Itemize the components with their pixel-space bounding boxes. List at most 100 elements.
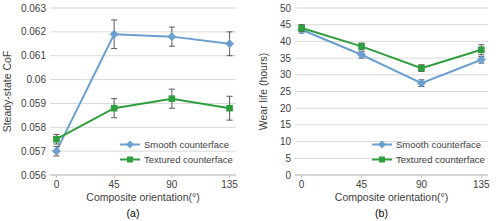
grid-line [295,8,488,9]
chart: 0.0560.0570.0580.0590.060.0610.0620.0630… [1,3,238,220]
marker [168,32,176,40]
y-tick-label: 30 [280,69,292,80]
error-bar [111,99,117,118]
marker [169,95,176,102]
series-line [56,99,229,140]
marker [418,65,425,72]
legend-label: Textured counterface [396,154,485,165]
grid-line [295,74,488,75]
caption: (b) [375,207,388,219]
legend: Smooth counterface Textured counterface [120,139,233,165]
y-tick-label: 0.056 [21,170,46,181]
error-bar [418,65,424,72]
marker [358,43,365,50]
y-tick-label: 50 [280,3,292,14]
y-tick-label: 0.062 [21,26,46,37]
x-tick-label: 0 [54,179,60,190]
y-tick-label: 0 [285,170,291,181]
point [357,51,365,59]
y-tick-label: 5 [285,153,291,164]
legend-marker [127,157,133,163]
marker [297,26,305,34]
x-tick-label: 135 [473,179,490,190]
y-tick-label: 0.058 [21,122,46,133]
point [53,136,60,143]
point [358,43,365,50]
grid-line [295,24,488,25]
legend-marker [378,141,386,149]
x-axis-title: Composite orientation(°) [86,191,199,203]
x-tick [229,175,230,178]
point [168,32,176,40]
point [418,65,425,72]
series-line [302,28,482,68]
grid-line [295,175,488,176]
y-tick-label: 25 [280,86,292,97]
marker [477,56,485,64]
series-line [56,34,229,151]
x-tick-label: 90 [166,179,178,190]
y-tick-label: 45 [280,19,292,30]
y-tick-label: 0.061 [21,50,46,61]
marker [52,147,60,155]
x-tick [421,175,422,178]
grid-line [295,41,488,42]
grid-line [295,108,488,109]
error-bar [227,96,233,120]
point [298,25,305,32]
point [226,105,233,112]
marker [298,25,305,32]
point [225,40,233,48]
point [169,95,176,102]
figure: 0.0560.0570.0580.0590.060.0610.0620.0630… [0,0,500,221]
grid-line [295,91,488,92]
grid-line [50,55,236,56]
point [111,105,118,112]
error-bar [53,134,59,144]
x-axis-line [295,175,488,176]
grid-line [50,31,236,32]
marker [111,105,118,112]
y-tick-label: 40 [280,36,292,47]
x-tick [114,175,115,178]
chart: 0510152025303540455004590135Composite or… [257,3,490,220]
marker [357,51,365,59]
x-tick [481,175,482,178]
point [110,30,118,38]
y-tick-label: 15 [280,119,292,130]
marker [53,136,60,143]
legend-marker [126,141,134,149]
legend-label: Textured counterface [144,154,233,165]
legend-label: Smooth counterface [396,139,481,150]
x-tick-label: 45 [109,179,121,190]
point [52,147,60,155]
x-tick-label: 45 [356,179,368,190]
x-tick-label: 90 [416,179,428,190]
y-axis-title: Wear life (hours) [257,53,269,130]
x-axis-line [50,175,236,176]
caption: (a) [127,207,140,219]
legend-marker [379,157,385,163]
marker [478,46,485,53]
point [417,79,425,87]
y-tick-label: 10 [280,136,292,147]
x-axis-title: Composite orientation(°) [335,191,448,203]
y-tick-label: 0.059 [21,98,46,109]
error-bar [359,43,365,50]
grid-line [295,124,488,125]
point [297,26,305,34]
legend: Smooth counterface Textured counterface [372,139,485,165]
marker [110,30,118,38]
x-tick-label: 135 [221,179,238,190]
y-tick-label: 20 [280,103,292,114]
grid-line [50,8,236,9]
y-tick-label: 0.063 [21,3,46,14]
error-bar [478,45,484,55]
grid-line [50,151,236,152]
grid-line [50,175,236,176]
marker [226,105,233,112]
error-bar [169,89,175,108]
legend-label: Smooth counterface [144,139,229,150]
y-tick-label: 0.06 [27,74,47,85]
grid-line [50,79,236,80]
